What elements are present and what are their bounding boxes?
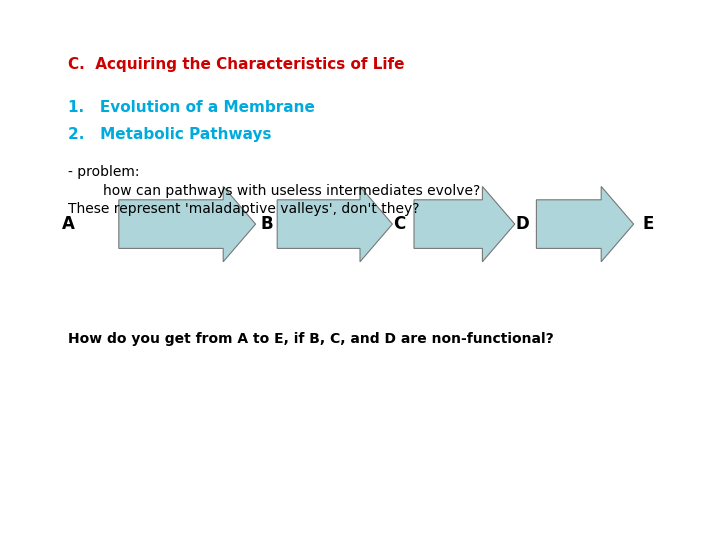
Text: C.  Acquiring the Characteristics of Life: C. Acquiring the Characteristics of Life: [68, 57, 405, 72]
Text: A: A: [62, 215, 75, 233]
Text: B: B: [260, 215, 273, 233]
Text: E: E: [642, 215, 654, 233]
Text: 2.   Metabolic Pathways: 2. Metabolic Pathways: [68, 127, 272, 142]
Text: These represent 'maladaptive valleys', don't they?: These represent 'maladaptive valleys', d…: [68, 202, 420, 217]
Text: 1.   Evolution of a Membrane: 1. Evolution of a Membrane: [68, 100, 315, 115]
Text: D: D: [515, 215, 529, 233]
Text: How do you get from A to E, if B, C, and D are non-functional?: How do you get from A to E, if B, C, and…: [68, 332, 554, 346]
Text: how can pathways with useless intermediates evolve?: how can pathways with useless intermedia…: [68, 184, 481, 198]
Text: C: C: [393, 215, 406, 233]
Text: - problem:: - problem:: [68, 165, 140, 179]
